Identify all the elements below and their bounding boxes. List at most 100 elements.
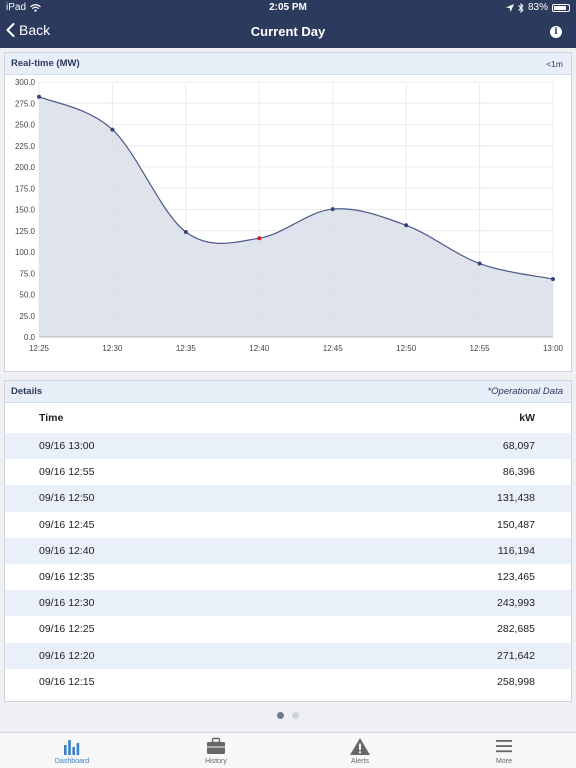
briefcase-icon <box>207 737 225 754</box>
page-dot[interactable] <box>277 712 284 719</box>
data-point <box>110 127 115 132</box>
table-row[interactable]: 09/16 12:40 116,194 <box>5 537 571 564</box>
table-row[interactable]: 09/16 12:35 123,465 <box>5 564 571 590</box>
tab-dashboard-label: Dashboard <box>54 758 90 765</box>
row-time: 09/16 12:35 <box>39 570 95 583</box>
series-line <box>38 96 554 280</box>
chart-card-header: Real-time (MW) <1m <box>5 53 571 75</box>
table-row[interactable]: 09/16 12:55 86,396 <box>5 459 571 485</box>
table-row[interactable]: 09/16 12:25 282,685 <box>5 616 571 642</box>
row-kw: 68,097 <box>502 440 535 452</box>
row-time: 09/16 12:25 <box>39 623 95 636</box>
row-time: 09/16 12:55 <box>39 466 95 479</box>
y-tick-label: 25.0 <box>19 312 35 321</box>
tab-history-label: History <box>205 758 227 765</box>
x-tick-label: 13:00 <box>543 344 564 353</box>
x-tick-label: 12:35 <box>176 344 197 353</box>
battery-icon <box>552 3 570 12</box>
y-tick-label: 225.0 <box>15 142 36 151</box>
bluetooth-icon <box>518 2 524 13</box>
x-tick-label: 12:45 <box>323 344 344 353</box>
tab-history[interactable]: History <box>144 733 288 768</box>
row-kw: 123,465 <box>497 570 535 583</box>
details-column-header: Time kW <box>5 403 571 433</box>
operational-data-note: *Operational Data <box>487 386 563 397</box>
x-tick-label: 12:50 <box>396 344 417 353</box>
table-row[interactable]: 09/16 12:30 243,993 <box>5 590 571 617</box>
tab-more-label: More <box>496 758 512 765</box>
y-tick-label: 75.0 <box>19 269 35 278</box>
row-kw: 282,685 <box>497 623 535 636</box>
warning-icon <box>350 738 370 755</box>
page-dot[interactable] <box>292 712 299 719</box>
data-point <box>257 236 262 241</box>
row-time: 09/16 12:40 <box>39 544 95 557</box>
page-title: Current Day <box>250 24 326 39</box>
row-time: 09/16 13:00 <box>39 440 95 452</box>
status-left: iPad <box>6 2 41 13</box>
tab-alerts-label: Alerts <box>351 758 369 765</box>
details-table-body: 09/16 13:00 68,097 09/16 12:55 86,396 09/16 … <box>5 433 571 695</box>
data-point <box>551 277 555 282</box>
x-tick-label: 12:55 <box>470 344 491 353</box>
back-label: Back <box>19 22 51 38</box>
column-time: Time <box>39 412 64 424</box>
tab-dashboard[interactable]: Dashboard <box>0 733 144 768</box>
table-row[interactable]: 09/16 13:00 68,097 <box>5 433 571 460</box>
row-time: 09/16 12:20 <box>39 649 95 662</box>
table-row[interactable]: 09/16 12:15 258,998 <box>5 669 571 695</box>
status-right: 83% <box>505 2 570 13</box>
y-tick-label: 100.0 <box>15 248 36 257</box>
page-indicator[interactable] <box>0 712 576 719</box>
row-kw: 150,487 <box>497 518 535 531</box>
table-row[interactable]: 09/16 12:20 271,642 <box>5 642 571 669</box>
y-tick-label: 150.0 <box>15 206 36 215</box>
y-tick-label: 0.0 <box>24 333 36 342</box>
row-time: 09/16 12:30 <box>39 597 95 610</box>
y-tick-label: 300.0 <box>15 78 36 87</box>
back-button[interactable]: Back <box>6 22 50 38</box>
info-icon[interactable]: i <box>550 26 562 38</box>
x-tick-label: 12:40 <box>249 344 270 353</box>
wifi-icon <box>30 3 41 12</box>
data-point <box>183 230 188 235</box>
battery-percent: 83% <box>527 2 548 13</box>
column-kw: kW <box>519 412 535 424</box>
data-point <box>404 223 409 228</box>
row-kw: 131,438 <box>497 492 535 505</box>
nav-bar: Back Current Day i <box>0 16 576 48</box>
data-point <box>477 261 482 266</box>
status-time: 2:05 PM <box>269 2 307 13</box>
carrier-label: iPad <box>6 2 27 13</box>
data-point <box>330 207 335 212</box>
details-card-header: Details *Operational Data <box>5 381 571 403</box>
menu-icon <box>496 740 512 753</box>
location-icon <box>505 3 514 12</box>
y-tick-label: 50.0 <box>19 291 35 300</box>
chart-title: Real-time (MW) <box>11 58 80 69</box>
details-card: Details *Operational Data Time kW 09/16 … <box>4 380 572 702</box>
row-time: 09/16 12:45 <box>39 518 95 531</box>
realtime-chart-card: Real-time (MW) <1m 300.0 275.0 250.0 225.0 2… <box>4 52 572 372</box>
table-row[interactable]: 09/16 12:45 150,487 <box>5 512 571 538</box>
row-kw: 86,396 <box>502 466 535 479</box>
row-kw: 243,993 <box>497 597 535 610</box>
row-time: 09/16 12:50 <box>39 492 95 505</box>
table-row[interactable]: 09/16 12:50 131,438 <box>5 485 571 512</box>
battery-fill <box>554 5 566 10</box>
tab-more[interactable]: More <box>432 733 576 768</box>
row-time: 09/16 12:15 <box>39 675 95 688</box>
row-kw: 258,998 <box>497 675 535 688</box>
tab-bar: Dashboard History Alerts More <box>0 732 576 768</box>
y-tick-label: 250.0 <box>15 121 36 130</box>
chart-interval: <1m <box>546 59 563 69</box>
data-point <box>37 94 41 99</box>
status-bar: iPad 2:05 PM 83% <box>0 0 576 16</box>
area-fill <box>39 96 553 337</box>
row-kw: 271,642 <box>497 649 535 662</box>
y-tick-label: 125.0 <box>15 227 36 236</box>
bar-chart-icon <box>64 740 80 755</box>
chevron-left-icon <box>6 23 15 37</box>
tab-alerts[interactable]: Alerts <box>288 733 432 768</box>
y-tick-label: 275.0 <box>15 99 36 108</box>
